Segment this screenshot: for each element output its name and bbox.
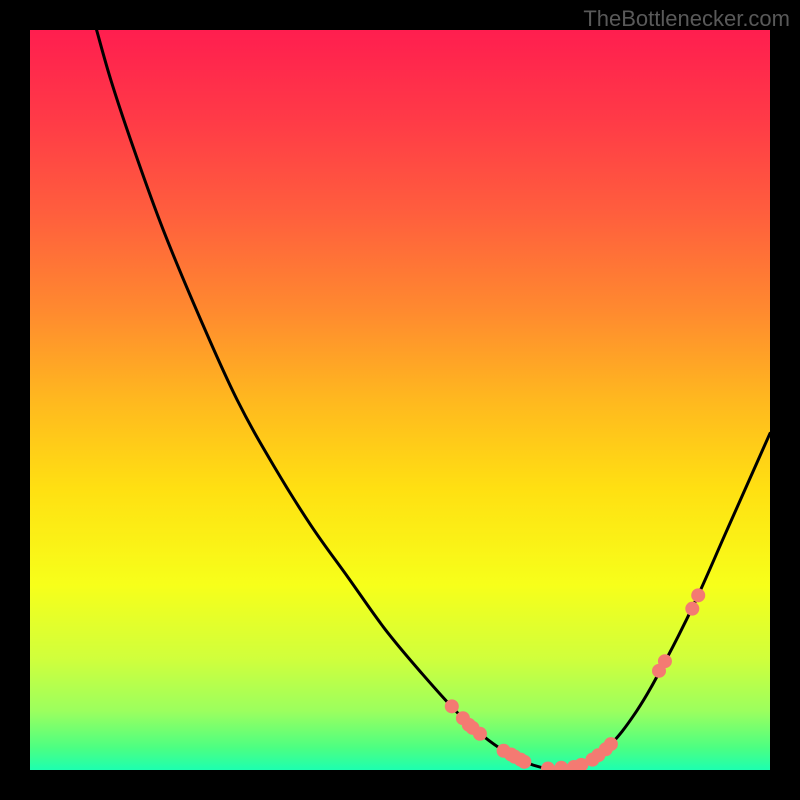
chart-container: TheBottlenecker.com (0, 0, 800, 800)
gradient-background (30, 30, 770, 770)
plot-area (30, 30, 770, 770)
watermark-text: TheBottlenecker.com (583, 6, 790, 32)
